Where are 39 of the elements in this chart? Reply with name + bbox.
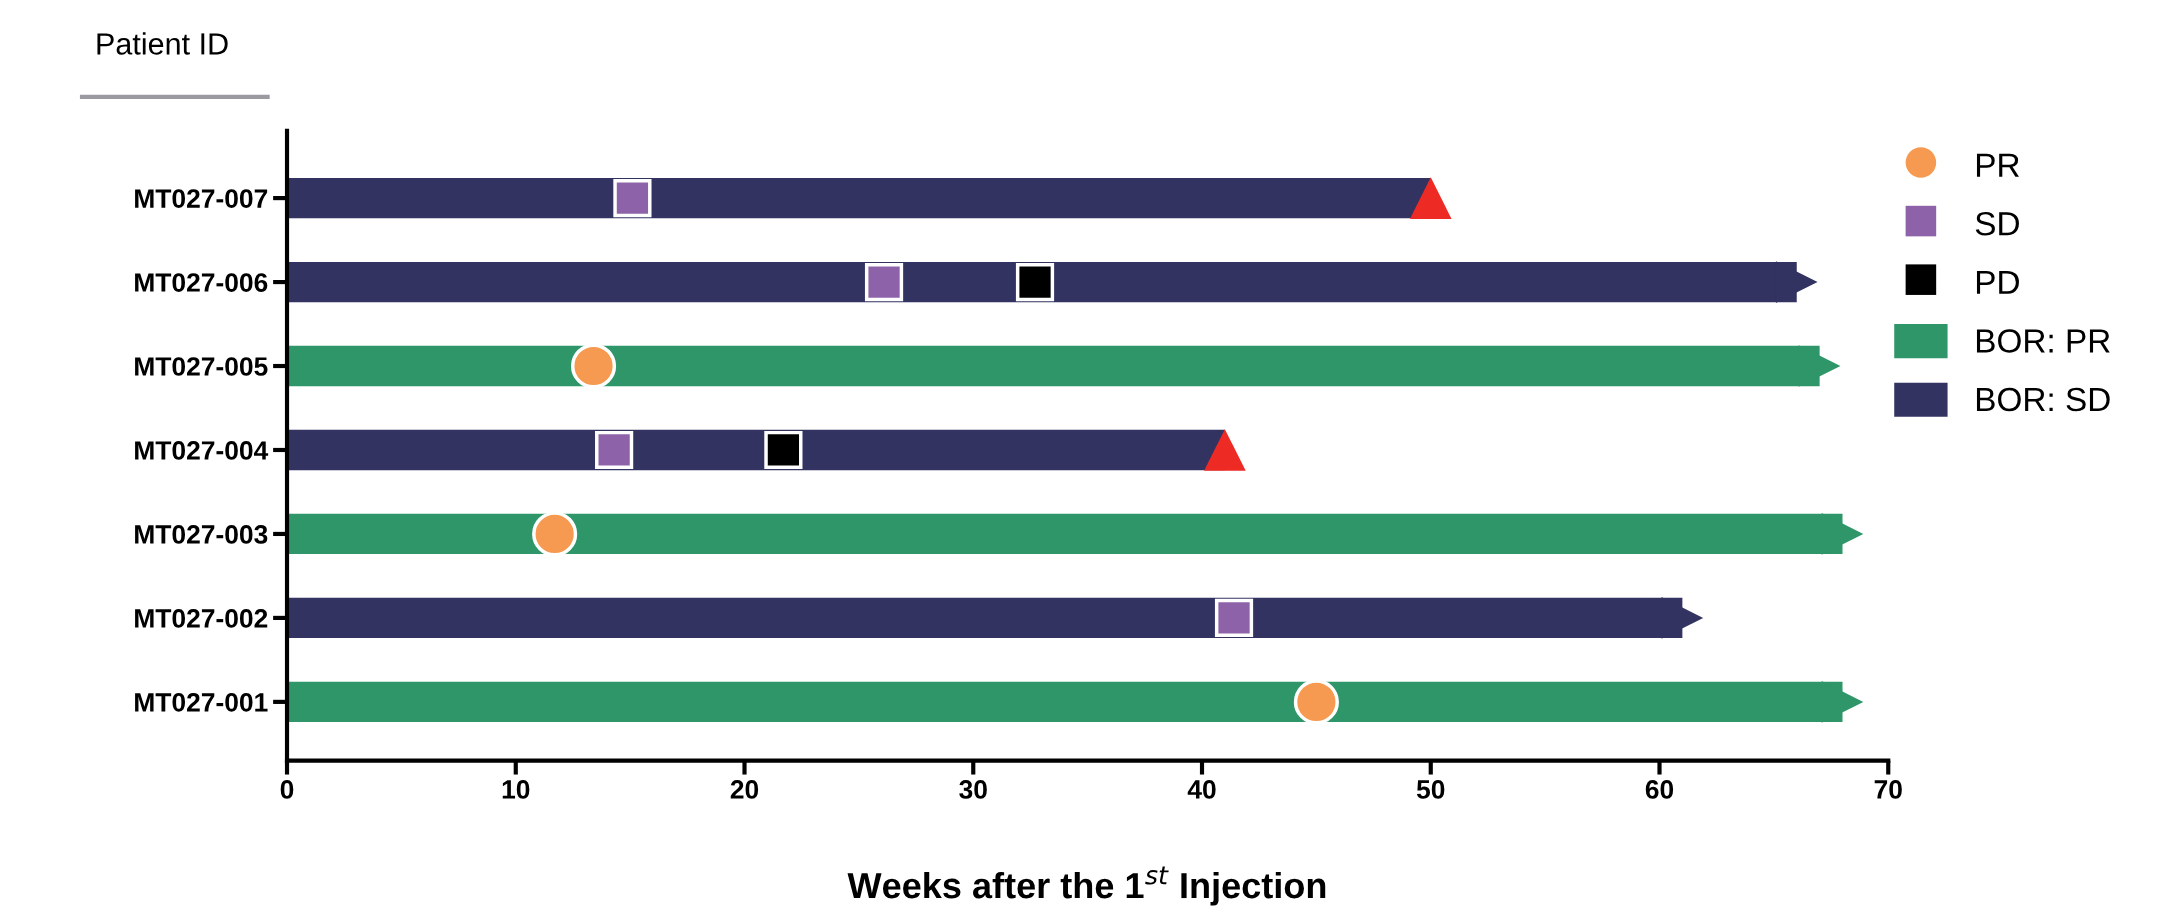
y-tick-label: MT027-005 xyxy=(135,357,268,376)
y-axis-title: Patient ID xyxy=(97,32,228,55)
bar xyxy=(287,177,1431,219)
x-tick-label: 70 xyxy=(1874,780,1902,799)
point xyxy=(570,343,617,389)
point xyxy=(1661,597,1704,639)
point xyxy=(1015,262,1055,302)
point xyxy=(1409,177,1452,219)
point xyxy=(764,430,803,470)
point xyxy=(1821,513,1864,555)
point xyxy=(1821,681,1864,723)
point xyxy=(532,511,578,557)
point xyxy=(1214,598,1254,638)
x-axis-title: Weeks after the 1$^{st}$ Injection xyxy=(847,866,1326,906)
y-tick-label: MT027-002 xyxy=(135,609,268,628)
point xyxy=(613,178,652,218)
legend-label: PD xyxy=(1976,270,2019,294)
point xyxy=(1204,429,1246,471)
legend-label: BOR: PR xyxy=(1976,329,2110,353)
y-tick-label: MT027-001 xyxy=(135,693,268,712)
x-tick-label: 40 xyxy=(1187,780,1216,799)
y-tick-label: MT027-004 xyxy=(135,441,269,460)
legend-label: PR xyxy=(1976,153,2019,177)
x-tick-label: 20 xyxy=(730,780,759,799)
legend-label: BOR: SD xyxy=(1976,387,2110,412)
point xyxy=(1293,679,1339,725)
x-tick-label: 30 xyxy=(959,780,987,799)
y-tick-label: MT027-007 xyxy=(135,189,268,208)
x-tick-label: 10 xyxy=(502,780,530,799)
point xyxy=(864,262,904,302)
x-tick-label: 0 xyxy=(280,780,294,799)
point xyxy=(595,430,634,470)
point xyxy=(1798,345,1841,387)
x-tick-label: 60 xyxy=(1645,780,1674,799)
y-tick-label: MT027-006 xyxy=(135,273,268,292)
point xyxy=(1775,261,1818,303)
y-tick-label: MT027-003 xyxy=(135,525,268,544)
legend-label: SD xyxy=(1975,211,2019,236)
x-tick-label: 50 xyxy=(1416,780,1445,799)
